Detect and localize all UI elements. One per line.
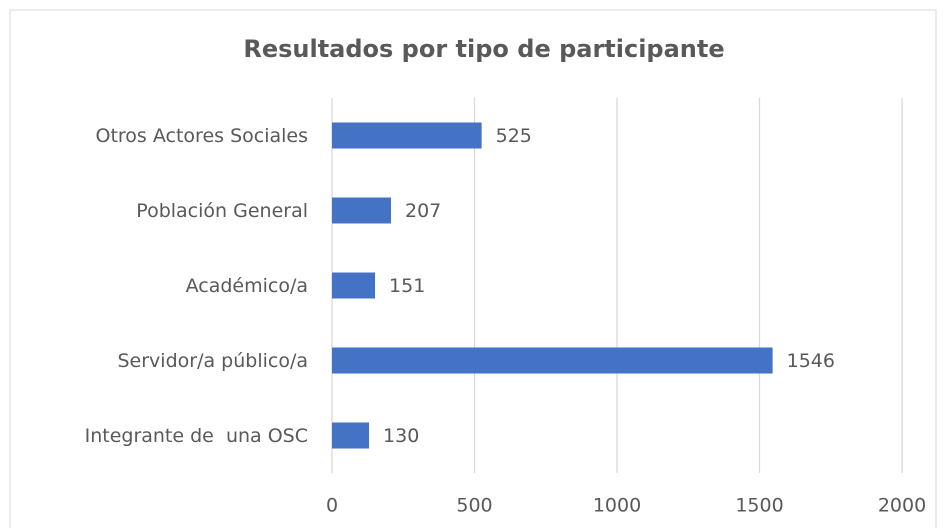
x-tick-label: 1500 [735,495,783,517]
data-label: 207 [405,200,441,222]
chart-border [9,9,937,528]
x-tick-label: 500 [456,495,492,517]
y-tick-label: Académico/a [186,275,308,297]
data-label: 130 [383,425,419,447]
x-tick-label: 2000 [878,495,926,517]
data-label: 525 [496,125,532,147]
y-tick-label: Servidor/a público/a [117,350,308,372]
bar [332,272,376,299]
data-label: 151 [389,275,425,297]
x-tick-label: 1000 [593,495,641,517]
y-tick-label: Población General [136,200,308,222]
x-tick-label: 0 [326,495,338,517]
bar [332,347,773,374]
data-label: 1546 [787,350,835,372]
y-tick-label: Integrante de una OSC [85,425,308,447]
bar [332,197,391,224]
chart-title: Resultados por tipo de participante [243,35,724,63]
bar [332,122,482,149]
y-tick-label: Otros Actores Sociales [96,125,309,147]
bar [332,422,370,449]
